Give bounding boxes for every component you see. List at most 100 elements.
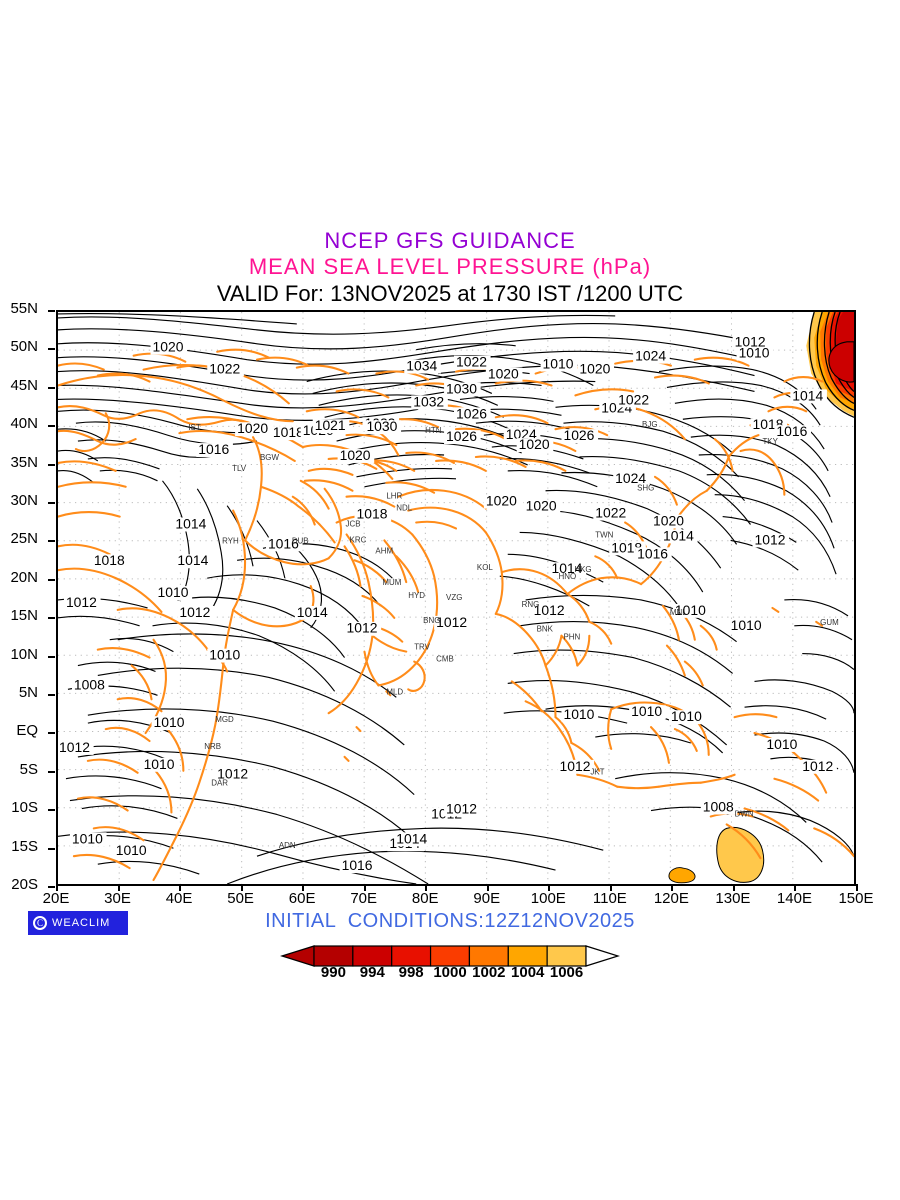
city-label-MUM: MUM	[382, 578, 401, 587]
isobar-label: 1008	[703, 799, 734, 815]
isobar-label: 1012	[436, 614, 467, 630]
isobar-label: 1030	[446, 380, 477, 396]
lon-tick	[56, 884, 58, 891]
city-label-JCB: JCB	[346, 520, 361, 529]
isobar-label: 1010	[144, 756, 175, 772]
isobar-label: 1010	[72, 830, 103, 846]
city-label-BJG: BJG	[642, 420, 657, 429]
isobar-label: 1014	[663, 527, 694, 543]
colorbar-segment	[429, 945, 471, 967]
city-label-HNO: HNO	[558, 572, 576, 581]
isobar-label: 1010	[671, 708, 702, 724]
pressure-colorbar[interactable]: 990 994 998 1000 1002 1004 1006	[280, 944, 620, 988]
isobar-label: 1024	[635, 348, 666, 364]
lon-label-140E: 140E	[776, 890, 812, 907]
city-label-TWN: TWN	[595, 530, 613, 539]
lon-tick	[548, 884, 551, 891]
isobar-label-bg	[561, 429, 599, 444]
isobar-label-bg	[344, 621, 382, 636]
isobar-label-bg	[155, 586, 193, 600]
isobar-label: 1016	[342, 857, 373, 873]
isobar-label-bg	[523, 499, 561, 514]
isobar-label: 1014	[297, 604, 328, 620]
colorbar-tick-1004: 1004	[511, 964, 545, 981]
isobar-label: 1016	[198, 441, 229, 457]
lat-label-50N: 50N	[10, 338, 38, 356]
isobar-label-bg	[668, 710, 706, 725]
isobar-label-bg	[339, 859, 377, 874]
lon-tick	[363, 884, 366, 891]
isobar-label-bg	[58, 741, 94, 755]
isobar-label-bg	[635, 547, 672, 562]
isobar-label-bg	[235, 422, 272, 437]
lat-label-25N: 25N	[10, 530, 38, 548]
city-label-DWN: DWN	[735, 809, 754, 818]
isobar-label-bg	[312, 419, 350, 434]
city-label-TKY: TKY	[762, 437, 778, 446]
isobar-label-bg	[207, 362, 244, 377]
isobar-label-bg	[177, 605, 215, 620]
isobar-label: 1020	[488, 366, 519, 382]
lat-tick	[48, 425, 55, 428]
isobar-label: 1022	[209, 361, 240, 377]
isobar-label: 1012	[735, 334, 766, 350]
isobar-label: 1022	[595, 505, 626, 521]
lon-tick	[856, 884, 858, 891]
lat-tick	[48, 655, 55, 658]
city-label-GUM: GUM	[820, 618, 839, 627]
isobar-label: 1012	[347, 620, 378, 636]
colorbar-right-arrow	[585, 945, 620, 967]
isobar-label-bg	[485, 367, 523, 382]
isobar-label: 1024	[506, 426, 537, 442]
isobar-label-bg	[151, 716, 189, 731]
lon-label-50E: 50E	[227, 890, 254, 907]
isobar-label: 1016	[776, 423, 807, 439]
lon-tick	[671, 884, 674, 891]
isobar-label-bg	[150, 340, 188, 355]
isobar-label-bg	[593, 506, 630, 521]
lat-tick	[48, 348, 55, 351]
lat-label-20S: 20S	[11, 876, 38, 893]
isobar-label-bg	[270, 426, 308, 441]
isobar-label: 1018	[94, 552, 125, 568]
colorbar-graphic	[280, 945, 620, 967]
isobar-label: 1010	[154, 714, 185, 730]
isobar-label-bg	[394, 832, 431, 847]
isobar-label-bg	[613, 471, 650, 486]
lat-label-15N: 15N	[10, 607, 38, 625]
isobar-label: 1010	[631, 703, 662, 719]
isobar-label: 1012	[179, 604, 210, 620]
initial-conditions-label: INITIAL CONDITIONS:12Z12NOV2025	[265, 910, 635, 932]
isobar-label: 1014	[792, 387, 823, 403]
lat-label-15S: 15S	[11, 837, 38, 855]
isobar-label: 1010	[766, 736, 797, 752]
isobar-label: 1026	[456, 405, 487, 421]
lat-tick	[48, 578, 55, 581]
isobar-label-bg	[63, 596, 101, 610]
isobar-label: 1018	[611, 539, 642, 555]
colorbar-tick-990: 990	[320, 964, 346, 981]
isobar-label-bg	[173, 517, 211, 532]
city-label-CMB: CMB	[436, 655, 454, 664]
isobar-label: 1012	[446, 801, 477, 817]
isobar-label-bg	[113, 844, 151, 859]
isobar-label: 1014	[177, 552, 208, 568]
colorbar-tick-1006: 1006	[549, 964, 584, 981]
isobar-label-bg	[454, 355, 491, 370]
city-label-BNK: BNK	[537, 625, 554, 634]
lat-label-10S: 10S	[11, 799, 38, 817]
isobar-label: 1016	[268, 535, 299, 551]
city-label-TLV: TLV	[232, 464, 247, 473]
lon-label-120E: 120E	[653, 890, 689, 907]
city-code-labels: IST BGW TLV RYH DUB KRC AHM MUM HYD VZG BNG TRV CMB M…	[188, 420, 838, 850]
lon-label-150E: 150E	[838, 890, 874, 907]
weather-map-panel[interactable]: 1020102210201018101610201022102010181016…	[56, 310, 856, 886]
isobar-label: 1022	[618, 391, 649, 407]
isobar-label-bg	[561, 708, 599, 723]
lat-tick	[48, 310, 55, 312]
colorbar-segment	[313, 945, 354, 967]
map-canvas: 1020102210201018101610201022102010181016…	[58, 312, 854, 884]
weaclim-logo[interactable]: C WEACLIM	[28, 911, 128, 935]
isobar-label-bg	[672, 603, 710, 618]
city-label-NRB: NRB	[204, 742, 221, 751]
